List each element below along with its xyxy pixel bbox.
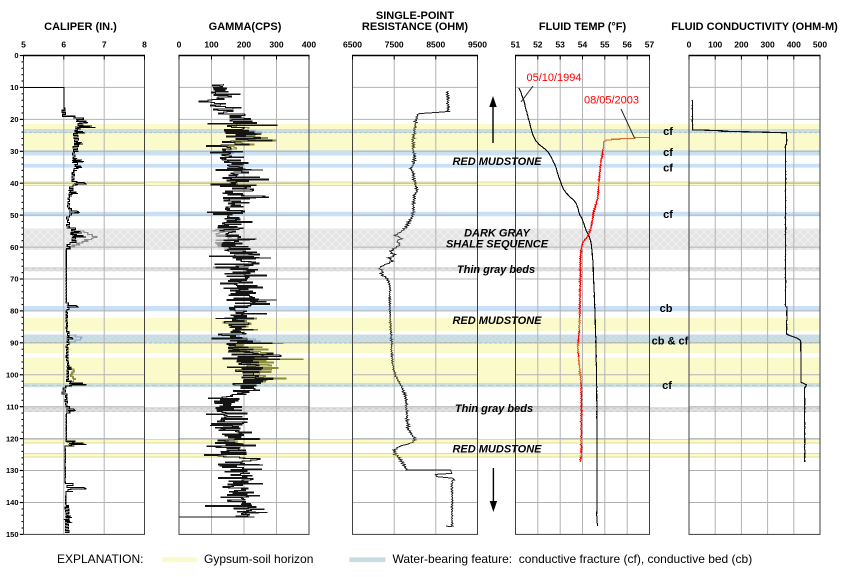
svg-text:9500: 9500: [468, 40, 487, 50]
svg-text:RESISTANCE (OHM): RESISTANCE (OHM): [362, 21, 468, 33]
svg-text:300: 300: [761, 40, 775, 50]
svg-text:05/10/1994: 05/10/1994: [526, 72, 581, 84]
svg-text:cf: cf: [663, 209, 673, 221]
svg-text:7500: 7500: [385, 40, 404, 50]
svg-text:50: 50: [10, 211, 18, 220]
svg-text:100: 100: [6, 371, 19, 380]
svg-text:cf: cf: [663, 163, 673, 175]
svg-text:400: 400: [302, 40, 316, 50]
svg-text:0: 0: [177, 40, 182, 50]
svg-text:6: 6: [61, 40, 66, 50]
svg-text:150: 150: [6, 530, 19, 539]
svg-text:Thin gray beds: Thin gray beds: [455, 403, 533, 415]
svg-text:Thin gray beds: Thin gray beds: [457, 264, 535, 276]
svg-text:80: 80: [10, 307, 18, 316]
svg-text:53: 53: [555, 40, 565, 50]
svg-text:Gypsum-soil horizon: Gypsum-soil horizon: [204, 552, 313, 566]
svg-text:20: 20: [10, 115, 18, 124]
svg-text:54: 54: [578, 40, 588, 50]
svg-text:FLUID CONDUCTIVITY (OHM-M): FLUID CONDUCTIVITY (OHM-M): [671, 21, 838, 33]
svg-text:300: 300: [269, 40, 283, 50]
svg-text:cf: cf: [662, 380, 672, 392]
svg-text:RED MUDSTONE: RED MUDSTONE: [452, 156, 542, 168]
svg-text:0: 0: [687, 40, 692, 50]
svg-text:52: 52: [533, 40, 543, 50]
svg-text:56: 56: [622, 40, 632, 50]
svg-text:8: 8: [142, 40, 147, 50]
svg-text:55: 55: [600, 40, 610, 50]
svg-text:8500: 8500: [426, 40, 445, 50]
svg-text:SHALE SEQUENCE: SHALE SEQUENCE: [446, 239, 549, 251]
svg-text:7: 7: [102, 40, 107, 50]
svg-text:6500: 6500: [343, 40, 362, 50]
svg-text:GAMMA(CPS): GAMMA(CPS): [209, 21, 282, 33]
svg-text:5: 5: [21, 40, 26, 50]
svg-text:cf: cf: [663, 126, 673, 138]
svg-text:57: 57: [645, 40, 655, 50]
svg-text:60: 60: [10, 243, 18, 252]
svg-text:30: 30: [10, 147, 18, 156]
svg-text:70: 70: [10, 275, 18, 284]
svg-text:cb: cb: [660, 303, 673, 315]
svg-text:DARK GRAY: DARK GRAY: [464, 228, 531, 240]
svg-text:400: 400: [787, 40, 801, 50]
svg-text:RED MUDSTONE: RED MUDSTONE: [452, 444, 542, 456]
svg-text:RED MUDSTONE: RED MUDSTONE: [452, 315, 542, 327]
svg-text:500: 500: [813, 40, 827, 50]
svg-text:08/05/2003: 08/05/2003: [584, 95, 639, 107]
svg-text:cb & cf: cb & cf: [652, 336, 689, 348]
svg-text:EXPLANATION:: EXPLANATION:: [57, 552, 143, 566]
svg-text:200: 200: [734, 40, 748, 50]
svg-text:FLUID TEMP (°F): FLUID TEMP (°F): [539, 21, 627, 33]
svg-text:cf: cf: [663, 147, 673, 159]
svg-text:100: 100: [204, 40, 218, 50]
svg-text:0: 0: [14, 51, 18, 60]
svg-text:120: 120: [6, 434, 19, 443]
svg-text:110: 110: [6, 402, 18, 411]
svg-text:90: 90: [10, 339, 18, 348]
svg-text:51: 51: [511, 40, 521, 50]
svg-text:CALIPER (IN.): CALIPER (IN.): [44, 21, 117, 33]
svg-text:SINGLE-POINT: SINGLE-POINT: [376, 10, 455, 22]
svg-text:Water-bearing feature: conduc: Water-bearing feature: conductive fractu…: [393, 552, 753, 566]
svg-text:10: 10: [10, 83, 18, 92]
svg-text:200: 200: [237, 40, 251, 50]
svg-text:140: 140: [6, 498, 19, 507]
svg-text:40: 40: [10, 179, 18, 188]
svg-text:100: 100: [708, 40, 722, 50]
svg-text:130: 130: [6, 466, 19, 475]
